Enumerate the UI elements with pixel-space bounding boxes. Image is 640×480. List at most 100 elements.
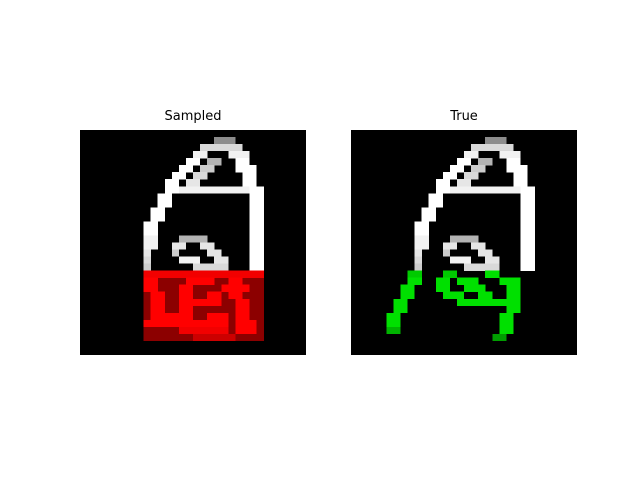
sampled-stroke-pixel (157, 193, 165, 201)
sampled-stroke-pixel (214, 256, 222, 264)
sampled-overlay-pixel (221, 319, 229, 328)
sampled-stroke-pixel (143, 235, 151, 243)
true-stroke-pixel (435, 193, 443, 201)
sampled-overlay-pixel (256, 326, 264, 335)
true-stroke-pixel (485, 137, 493, 145)
true-image (386, 137, 535, 342)
true-stroke-pixel (513, 179, 521, 187)
true-stroke-pixel (471, 165, 479, 173)
sampled-overlay-pixel (164, 298, 172, 306)
sampled-overlay-pixel (221, 277, 229, 285)
sampled-stroke-pixel (178, 235, 187, 243)
sampled-stroke-pixel (171, 172, 180, 180)
sampled-stroke-pixel (249, 221, 257, 229)
sampled-stroke-pixel (171, 186, 180, 194)
sampled-stroke-pixel (256, 193, 264, 201)
sampled-overlay-pixel (185, 277, 194, 285)
true-stroke-pixel (520, 263, 528, 271)
true-stroke-pixel (506, 144, 514, 152)
true-stroke-pixel (513, 165, 521, 173)
sampled-overlay-pixel (200, 298, 208, 306)
true-stroke-pixel (456, 158, 465, 166)
true-stroke-pixel (527, 249, 535, 257)
sampled-overlay-pixel (207, 312, 215, 320)
true-stroke-pixel (435, 179, 443, 187)
sampled-overlay-pixel (200, 333, 208, 342)
sampled-overlay-pixel (221, 291, 229, 299)
sampled-stroke-pixel (256, 242, 264, 250)
sampled-overlay-pixel (214, 284, 222, 292)
sampled-stroke-pixel (235, 165, 243, 173)
sampled-overlay-pixel (164, 291, 172, 299)
true-overlay-pixel (478, 298, 486, 306)
sampled-overlay-pixel (171, 291, 180, 299)
sampled-overlay-pixel (171, 333, 180, 342)
sampled-overlay-pixel (171, 326, 180, 335)
true-stroke-pixel (464, 172, 472, 180)
sampled-stroke-pixel (178, 256, 187, 264)
sampled-stroke-pixel (193, 186, 201, 194)
true-overlay-pixel (393, 305, 401, 313)
sampled-stroke-pixel (221, 186, 229, 194)
sampled-overlay-pixel (143, 319, 151, 328)
true-stroke-pixel (449, 165, 458, 173)
true-stroke-pixel (449, 186, 458, 194)
true-stroke-pixel (421, 242, 429, 250)
sampled-image-panel (80, 130, 306, 355)
sampled-overlay-pixel (207, 319, 215, 328)
true-stroke-pixel (527, 228, 535, 236)
sampled-stroke-pixel (200, 242, 208, 250)
sampled-stroke-pixel (207, 144, 215, 152)
true-overlay-pixel (464, 298, 472, 306)
true-stroke-pixel (520, 242, 528, 250)
true-overlay-pixel (386, 326, 394, 335)
true-stroke-pixel (527, 256, 535, 264)
sampled-overlay-pixel (150, 319, 158, 328)
true-stroke-pixel (478, 158, 486, 166)
true-overlay-pixel (435, 284, 443, 292)
true-overlay-pixel (400, 284, 408, 292)
true-overlay-pixel (407, 277, 415, 285)
sampled-stroke-pixel (235, 186, 243, 194)
sampled-stroke-pixel (249, 263, 257, 271)
sampled-overlay-pixel (185, 270, 194, 278)
true-stroke-pixel (471, 151, 479, 159)
true-stroke-pixel (527, 207, 535, 215)
true-overlay-pixel (449, 291, 458, 299)
sampled-overlay-pixel (185, 319, 194, 328)
sampled-overlay-pixel (150, 291, 158, 299)
sampled-stroke-pixel (214, 144, 222, 152)
sampled-stroke-pixel (249, 249, 257, 257)
sampled-stroke-pixel (143, 256, 151, 264)
sampled-overlay-pixel (214, 298, 222, 306)
true-overlay-pixel (499, 312, 507, 320)
true-stroke-pixel (499, 151, 507, 159)
sampled-overlay-pixel (157, 312, 165, 320)
sampled-overlay-pixel (150, 284, 158, 292)
true-stroke-pixel (520, 235, 528, 243)
sampled-stroke-pixel (200, 186, 208, 194)
true-stroke-pixel (492, 256, 500, 264)
true-image-panel (351, 130, 577, 355)
true-stroke-pixel (520, 200, 528, 208)
sampled-overlay-pixel (157, 277, 165, 285)
true-stroke-pixel (449, 235, 458, 243)
sampled-stroke-pixel (256, 221, 264, 229)
true-stroke-pixel (527, 263, 535, 271)
sampled-stroke-pixel (157, 214, 165, 222)
true-stroke-pixel (471, 186, 479, 194)
sampled-stroke-pixel (150, 221, 158, 229)
sampled-stroke-pixel (164, 186, 172, 194)
sampled-stroke-pixel (249, 228, 257, 236)
true-stroke-pixel (478, 165, 486, 173)
sampled-overlay-pixel (178, 333, 187, 342)
sampled-overlay-pixel (193, 298, 201, 306)
true-overlay-pixel (442, 277, 451, 285)
sampled-stroke-pixel (228, 186, 236, 194)
sampled-overlay-pixel (171, 298, 180, 306)
true-stroke-pixel (527, 186, 535, 194)
sampled-overlay-pixel (157, 305, 165, 313)
sampled-overlay-pixel (143, 284, 151, 292)
true-overlay-pixel (506, 284, 514, 292)
sampled-overlay-pixel (214, 333, 222, 342)
